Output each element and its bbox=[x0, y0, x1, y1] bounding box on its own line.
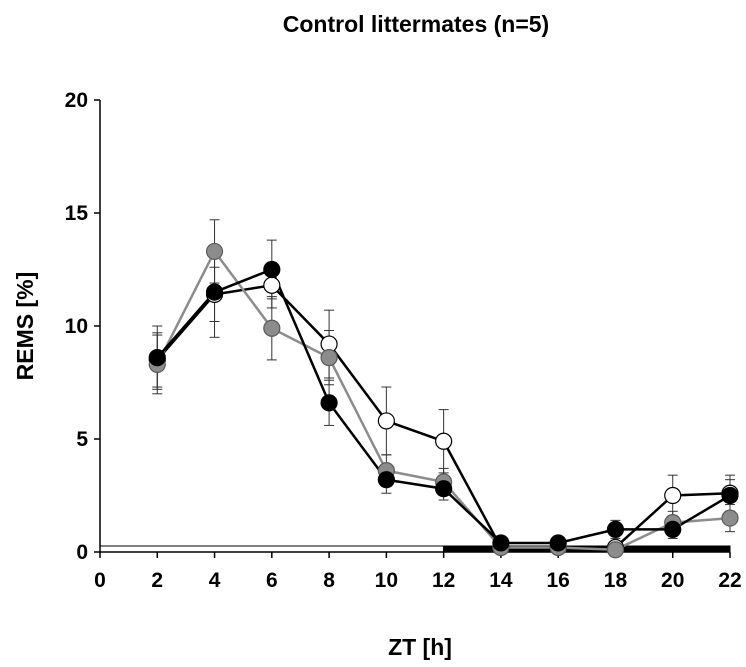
chart-title: Control littermates (n=5) bbox=[283, 11, 549, 37]
filled-circle-point bbox=[722, 488, 738, 504]
x-tick-label: 20 bbox=[661, 569, 684, 592]
y-tick-label: 15 bbox=[65, 202, 89, 225]
filled-circle-point bbox=[321, 395, 337, 411]
filled-circle-point bbox=[607, 521, 623, 537]
x-tick-label: 4 bbox=[209, 569, 221, 592]
filled-circle-point bbox=[550, 535, 566, 551]
gray-circle-point bbox=[607, 542, 623, 558]
series-line-gray-circle bbox=[157, 251, 730, 549]
filled-circle-point bbox=[378, 472, 394, 488]
filled-circle-point bbox=[207, 284, 223, 300]
x-tick-label: 2 bbox=[151, 569, 163, 592]
filled-circle-point bbox=[436, 481, 452, 497]
x-tick-label: 10 bbox=[375, 569, 398, 592]
open-circle-point bbox=[436, 433, 452, 449]
gray-circle-point bbox=[722, 510, 738, 526]
gray-circle-point bbox=[207, 243, 223, 259]
x-tick-label: 14 bbox=[489, 569, 513, 592]
series-line-filled-circle bbox=[157, 270, 730, 543]
y-tick-label: 0 bbox=[76, 541, 88, 564]
x-tick-label: 22 bbox=[718, 569, 741, 592]
y-tick-label: 10 bbox=[65, 315, 88, 338]
y-tick-label: 5 bbox=[76, 428, 88, 451]
x-tick-label: 12 bbox=[432, 569, 455, 592]
gray-circle-point bbox=[321, 350, 337, 366]
y-axis-title: REMS [%] bbox=[12, 272, 38, 381]
filled-circle-point bbox=[493, 535, 509, 551]
open-circle-point bbox=[378, 413, 394, 429]
filled-circle-point bbox=[149, 350, 165, 366]
light-phase-bar bbox=[100, 546, 444, 552]
x-tick-label: 18 bbox=[604, 569, 628, 592]
x-tick-label: 6 bbox=[266, 569, 278, 592]
x-tick-label: 8 bbox=[323, 569, 335, 592]
x-axis-title: ZT [h] bbox=[388, 634, 452, 660]
y-tick-label: 20 bbox=[65, 89, 88, 112]
filled-circle-point bbox=[264, 262, 280, 278]
x-tick-label: 0 bbox=[94, 569, 106, 592]
filled-circle-point bbox=[665, 521, 681, 537]
plot-area: 0 5 10 15 20 0 2 4 6 8 10 12 14 16 18 20 22 bbox=[65, 89, 742, 592]
open-circle-point bbox=[264, 277, 280, 293]
open-circle-point bbox=[665, 488, 681, 504]
gray-circle-point bbox=[264, 320, 280, 336]
x-tick-label: 16 bbox=[547, 569, 570, 592]
